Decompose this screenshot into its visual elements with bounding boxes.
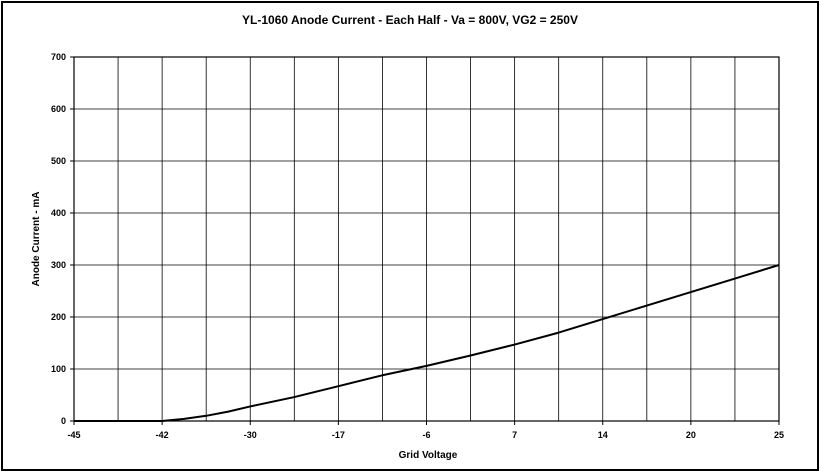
y-tick-label: 100 bbox=[51, 364, 66, 374]
y-tick-label: 300 bbox=[51, 260, 66, 270]
x-tick-label: -6 bbox=[422, 430, 430, 440]
y-tick-label: 400 bbox=[51, 208, 66, 218]
x-tick-label: 25 bbox=[774, 430, 784, 440]
x-tick-label: 14 bbox=[598, 430, 608, 440]
y-tick-label: 0 bbox=[61, 416, 66, 426]
y-tick-label: 500 bbox=[51, 156, 66, 166]
x-axis-label: Grid Voltage bbox=[399, 450, 458, 461]
x-tick-label: -42 bbox=[156, 430, 169, 440]
series-line bbox=[74, 264, 780, 422]
x-tick-label: -30 bbox=[244, 430, 257, 440]
x-tick-label: 7 bbox=[512, 430, 517, 440]
y-axis-ticks: 0 100 200 300 400 500 600 700 bbox=[51, 52, 74, 426]
x-axis-ticks: -45 -42 -30 -17 -6 7 14 20 25 bbox=[67, 421, 784, 440]
x-tick-label: -17 bbox=[332, 430, 345, 440]
y-tick-label: 200 bbox=[51, 312, 66, 322]
x-tick-label: -45 bbox=[67, 430, 80, 440]
y-tick-label: 600 bbox=[51, 104, 66, 114]
y-axis-label: Anode Current - mA bbox=[31, 192, 42, 287]
chart-series-layer bbox=[74, 264, 780, 422]
y-tick-label: 700 bbox=[51, 52, 66, 62]
chart-title: YL-1060 Anode Current - Each Half - Va =… bbox=[242, 13, 578, 27]
x-tick-label: 20 bbox=[686, 430, 696, 440]
